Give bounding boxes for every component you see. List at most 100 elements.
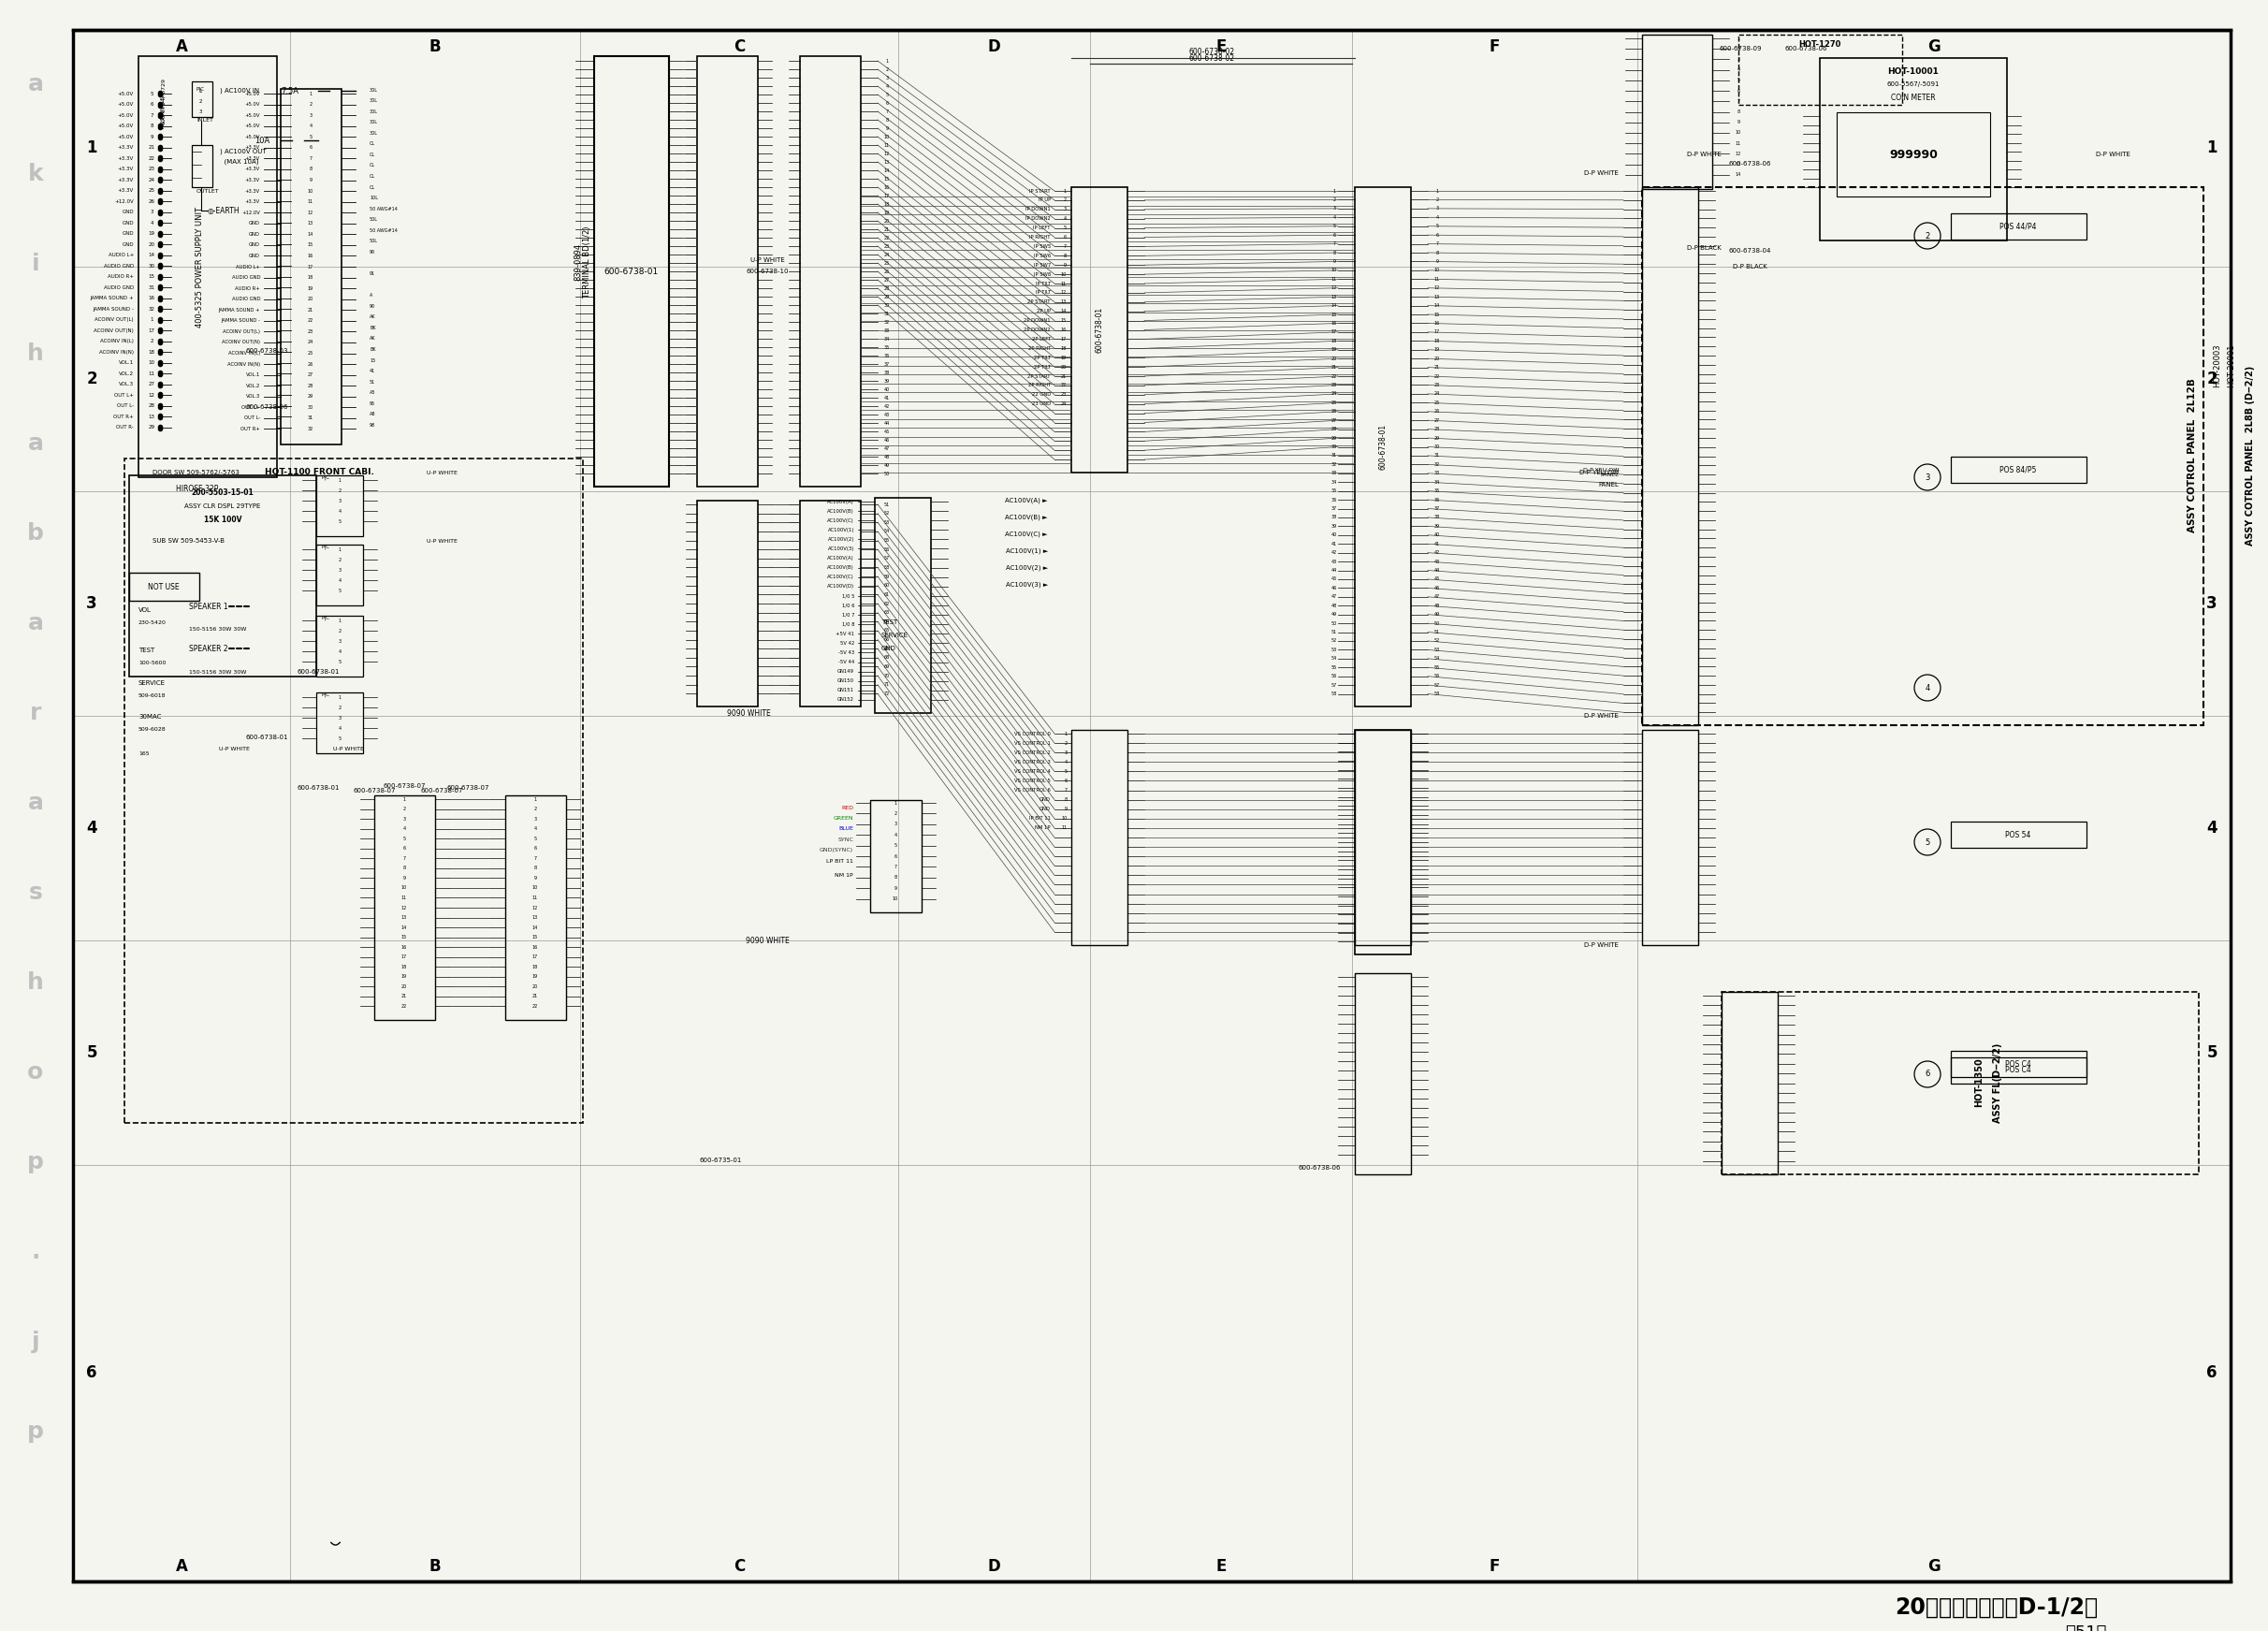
Text: 6: 6	[885, 101, 889, 106]
Text: 25: 25	[1331, 400, 1338, 404]
Text: 3: 3	[894, 822, 896, 827]
Text: 20．総合配線図（D-1/2）: 20．総合配線図（D-1/2）	[1896, 1597, 2098, 1620]
Text: k: k	[27, 163, 43, 186]
Text: POS C4: POS C4	[2005, 1060, 2032, 1068]
Bar	[1642, 188, 1699, 726]
Text: 7: 7	[308, 157, 313, 161]
Text: VOL.3: VOL.3	[118, 382, 134, 387]
Text: 1: 1	[404, 798, 406, 801]
Text: 16: 16	[1331, 321, 1338, 326]
Text: 23: 23	[1433, 383, 1440, 388]
Text: 51: 51	[370, 380, 376, 385]
Text: 5: 5	[338, 589, 340, 592]
Text: 600-5567/-5091: 600-5567/-5091	[1887, 82, 1939, 86]
Text: IP SW7: IP SW7	[1034, 263, 1050, 267]
Text: ACOINV IN(N): ACOINV IN(N)	[227, 362, 261, 367]
Text: OUT L-: OUT L-	[118, 403, 134, 408]
Text: AK: AK	[370, 315, 376, 320]
Text: 31: 31	[1331, 453, 1338, 458]
Text: 4: 4	[338, 509, 340, 514]
Text: P|C: P|C	[197, 86, 204, 91]
Text: 12: 12	[401, 905, 408, 910]
Text: 9: 9	[150, 134, 154, 139]
Text: 1: 1	[338, 618, 340, 623]
Text: 9: 9	[1334, 259, 1336, 264]
Text: 30L: 30L	[370, 121, 379, 124]
Text: 5: 5	[338, 519, 340, 524]
Text: 6: 6	[1064, 235, 1066, 240]
Text: +5.0V: +5.0V	[245, 134, 261, 139]
Text: 28: 28	[885, 285, 889, 290]
Text: 8: 8	[885, 117, 889, 122]
Text: AUDIO L+: AUDIO L+	[236, 264, 261, 269]
Text: VOL.2: VOL.2	[245, 383, 261, 388]
Text: IP SW8: IP SW8	[1034, 272, 1050, 277]
Text: 55: 55	[1331, 665, 1338, 670]
Text: 3: 3	[200, 109, 202, 114]
Text: 600-6738-03: 600-6738-03	[245, 347, 288, 354]
Text: 30L: 30L	[370, 88, 379, 93]
Text: 18: 18	[308, 276, 313, 281]
Text: 15: 15	[1061, 318, 1066, 323]
Text: 22: 22	[401, 1005, 408, 1008]
Text: +5.0V: +5.0V	[118, 113, 134, 117]
Text: 18: 18	[885, 202, 889, 207]
Text: ACOINV IN(L): ACOINV IN(L)	[229, 351, 261, 356]
Text: 61: 61	[885, 592, 889, 597]
Text: 20: 20	[1433, 356, 1440, 360]
Text: ACOINV OUT(N): ACOINV OUT(N)	[93, 328, 134, 333]
Text: 52: 52	[1331, 639, 1338, 643]
Text: 2: 2	[1064, 197, 1066, 202]
Text: 22: 22	[1433, 373, 1440, 378]
Text: 600-6738-06: 600-6738-06	[1728, 161, 1771, 166]
Text: U-P WHITE: U-P WHITE	[333, 747, 363, 750]
Text: 7: 7	[1064, 788, 1068, 793]
Text: AC100V(C): AC100V(C)	[828, 519, 855, 524]
Text: 11: 11	[885, 142, 889, 147]
Text: IP START: IP START	[1030, 189, 1050, 192]
Text: 58: 58	[1331, 692, 1338, 696]
Text: 2: 2	[200, 99, 202, 103]
Text: JAMMA SOUND +: JAMMA SOUND +	[218, 308, 261, 312]
Bar	[1354, 974, 1411, 1174]
Text: 50: 50	[885, 471, 889, 476]
Text: 10: 10	[147, 360, 154, 365]
Text: 2: 2	[2207, 370, 2218, 388]
Text: 6: 6	[1064, 778, 1068, 783]
Text: D-P WHITE: D-P WHITE	[1583, 713, 1619, 719]
Text: GND: GND	[249, 243, 261, 248]
Text: 44: 44	[1433, 568, 1440, 572]
Text: 10: 10	[533, 886, 538, 891]
Text: 35: 35	[1331, 489, 1338, 493]
Text: IP DOWN1: IP DOWN1	[1025, 207, 1050, 212]
Text: IP TILT: IP TILT	[1036, 281, 1050, 285]
Text: 9: 9	[308, 178, 313, 183]
Text: VS CONTROL 6: VS CONTROL 6	[1014, 788, 1050, 793]
Text: 509-6018: 509-6018	[138, 693, 166, 698]
Text: 5: 5	[1334, 223, 1336, 228]
Text: 14: 14	[401, 925, 408, 930]
Text: 1: 1	[338, 695, 340, 700]
Text: 42: 42	[885, 404, 889, 408]
Text: 6: 6	[1436, 233, 1438, 238]
Text: 600-6738-02: 600-6738-02	[1188, 47, 1234, 55]
Text: 24: 24	[1061, 401, 1066, 406]
Text: 13: 13	[147, 414, 154, 419]
Text: 27: 27	[308, 372, 313, 377]
Text: 7.5A: 7.5A	[281, 86, 299, 95]
Bar	[1070, 731, 1127, 944]
Text: 11: 11	[147, 370, 154, 375]
Text: 7: 7	[533, 856, 538, 861]
Text: 2: 2	[1334, 197, 1336, 202]
Text: ACOINV OUT(N): ACOINV OUT(N)	[222, 341, 261, 344]
Text: 24: 24	[308, 341, 313, 344]
Text: 27: 27	[147, 382, 154, 387]
Text: 2P DOWN1: 2P DOWN1	[1023, 318, 1050, 323]
Text: 509-6028: 509-6028	[138, 726, 166, 731]
Text: h: h	[27, 343, 43, 365]
Text: 15K 100V: 15K 100V	[204, 515, 243, 524]
Text: VOL: VOL	[138, 607, 152, 613]
Text: 1: 1	[200, 88, 202, 93]
Text: b: b	[27, 522, 43, 545]
Text: CL: CL	[370, 184, 374, 189]
